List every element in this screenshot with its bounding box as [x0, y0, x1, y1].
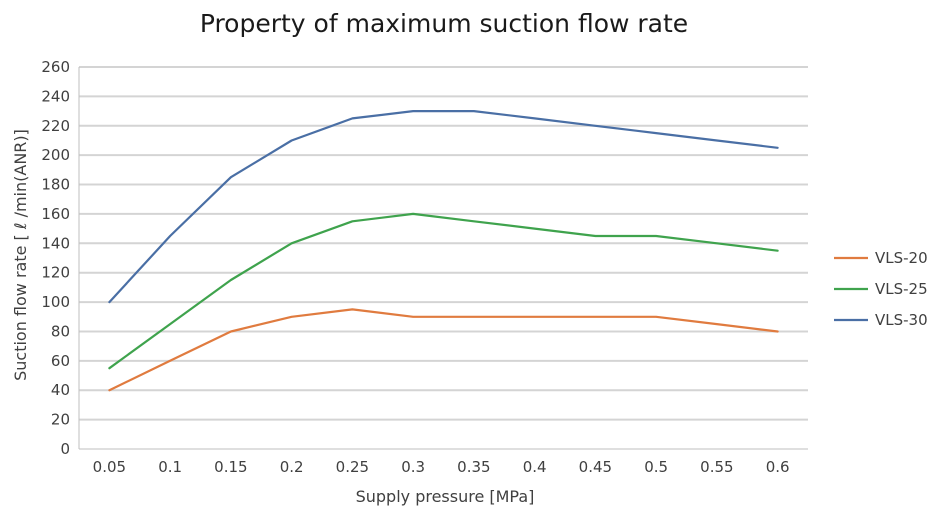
- y-tick-label: 20: [51, 411, 70, 429]
- x-tick-label: 0.3: [401, 458, 425, 476]
- y-tick-label: 100: [41, 293, 70, 311]
- y-tick-label: 40: [51, 381, 70, 399]
- grid: [79, 66, 808, 421]
- series-line-vls-25: [108, 212, 779, 370]
- x-tick-label: 0.35: [457, 458, 490, 476]
- y-tick-label: 220: [41, 117, 70, 135]
- axes: [78, 67, 808, 450]
- series-lines: [108, 109, 779, 392]
- x-axis-ticks: 0.05 0.1 0.15 0.2 0.25 0.3 0.35 0.4 0.45 0.5 0.55 0…: [93, 458, 790, 476]
- series-line-vls-20: [108, 308, 779, 392]
- y-tick-label: 180: [41, 176, 70, 194]
- y-tick-label: 60: [51, 352, 70, 370]
- series-line-vls-30: [108, 109, 779, 304]
- y-axis-label: Suction flow rate [ ℓ /min(ANR)]: [11, 129, 30, 381]
- x-tick-label: 0.25: [336, 458, 369, 476]
- x-tick-label: 0.6: [766, 458, 790, 476]
- y-tick-label: 240: [41, 87, 70, 105]
- legend-label: VLS-25: [875, 280, 928, 298]
- x-tick-label: 0.2: [280, 458, 304, 476]
- x-tick-label: 0.15: [214, 458, 247, 476]
- y-tick-label: 120: [41, 264, 70, 282]
- x-tick-label: 0.55: [700, 458, 733, 476]
- x-tick-label: 0.45: [579, 458, 612, 476]
- x-tick-label: 0.05: [93, 458, 126, 476]
- legend: VLS-20 VLS-25 VLS-30: [834, 249, 928, 329]
- y-tick-label: 160: [41, 205, 70, 223]
- y-tick-label: 80: [51, 322, 70, 340]
- y-tick-label: 200: [41, 146, 70, 164]
- chart-title: Property of maximum suction flow rate: [200, 9, 688, 38]
- x-tick-label: 0.5: [644, 458, 668, 476]
- y-tick-label: 140: [41, 234, 70, 252]
- x-tick-label: 0.1: [158, 458, 182, 476]
- x-axis-label: Supply pressure [MPa]: [356, 487, 535, 506]
- y-axis-ticks: 0 20 40 60 80 100 120 140 160 180 200 220 240 260: [41, 58, 70, 458]
- y-tick-label: 260: [41, 58, 70, 76]
- x-tick-label: 0.4: [523, 458, 547, 476]
- legend-label: VLS-20: [875, 249, 928, 267]
- legend-label: VLS-30: [875, 311, 928, 329]
- y-tick-label: 0: [60, 440, 70, 458]
